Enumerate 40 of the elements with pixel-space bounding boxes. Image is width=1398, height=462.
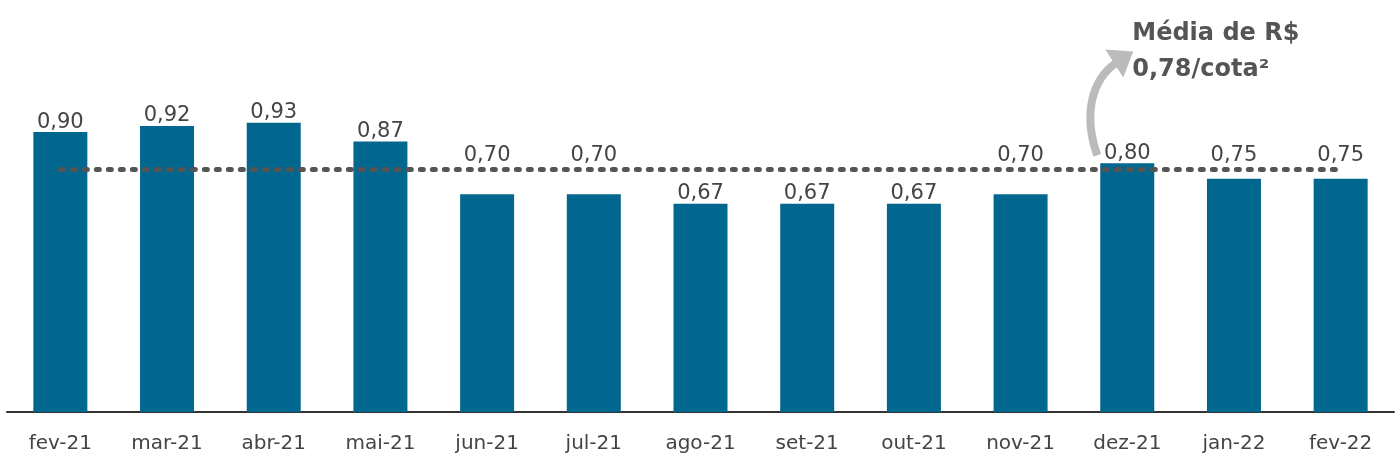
x-tick-label: jan-22	[1201, 430, 1266, 454]
data-label: 0,92	[143, 102, 191, 127]
bar	[673, 203, 728, 412]
bar	[1313, 178, 1368, 412]
x-tick-label: fev-21	[28, 430, 92, 454]
data-label: 0,80	[1103, 139, 1151, 164]
data-label: 0,75	[1317, 141, 1365, 166]
x-tick-label: dez-21	[1093, 430, 1162, 454]
data-label: 0,67	[677, 180, 724, 205]
x-tick-label: nov-21	[986, 430, 1056, 454]
x-tick-label: jul-21	[564, 430, 623, 454]
bar	[1206, 178, 1261, 412]
data-label: 0,93	[250, 99, 298, 124]
x-tick-label: abr-21	[241, 430, 307, 454]
x-tick-label: mai-21	[345, 430, 416, 454]
bar	[780, 203, 835, 412]
bar	[566, 194, 621, 412]
bar	[1100, 163, 1155, 412]
data-label: 0,70	[463, 141, 511, 166]
bar	[886, 203, 941, 412]
data-label: 0,87	[357, 117, 404, 142]
bar	[353, 141, 408, 412]
bar	[140, 125, 195, 412]
x-tick-label: fev-22	[1309, 430, 1373, 454]
x-tick-label: set-21	[775, 430, 839, 454]
data-label: 0,67	[890, 180, 938, 205]
data-label: 0,90	[36, 108, 84, 133]
data-label: 0,70	[997, 141, 1044, 166]
bar	[33, 132, 88, 412]
bar	[460, 194, 515, 412]
data-label: 0,67	[783, 180, 831, 205]
data-label: 0,70	[570, 141, 618, 166]
x-tick-label: jun-21	[454, 430, 519, 454]
bar	[993, 194, 1048, 412]
x-tick-label: ago-21	[665, 430, 736, 454]
x-tick-label: mar-21	[131, 430, 203, 454]
x-tick-label: out-21	[881, 430, 947, 454]
ref-line-label: Média de R$ 0,78/cota²	[1132, 18, 1308, 82]
data-label: 0,75	[1210, 141, 1258, 166]
bar	[246, 122, 301, 412]
